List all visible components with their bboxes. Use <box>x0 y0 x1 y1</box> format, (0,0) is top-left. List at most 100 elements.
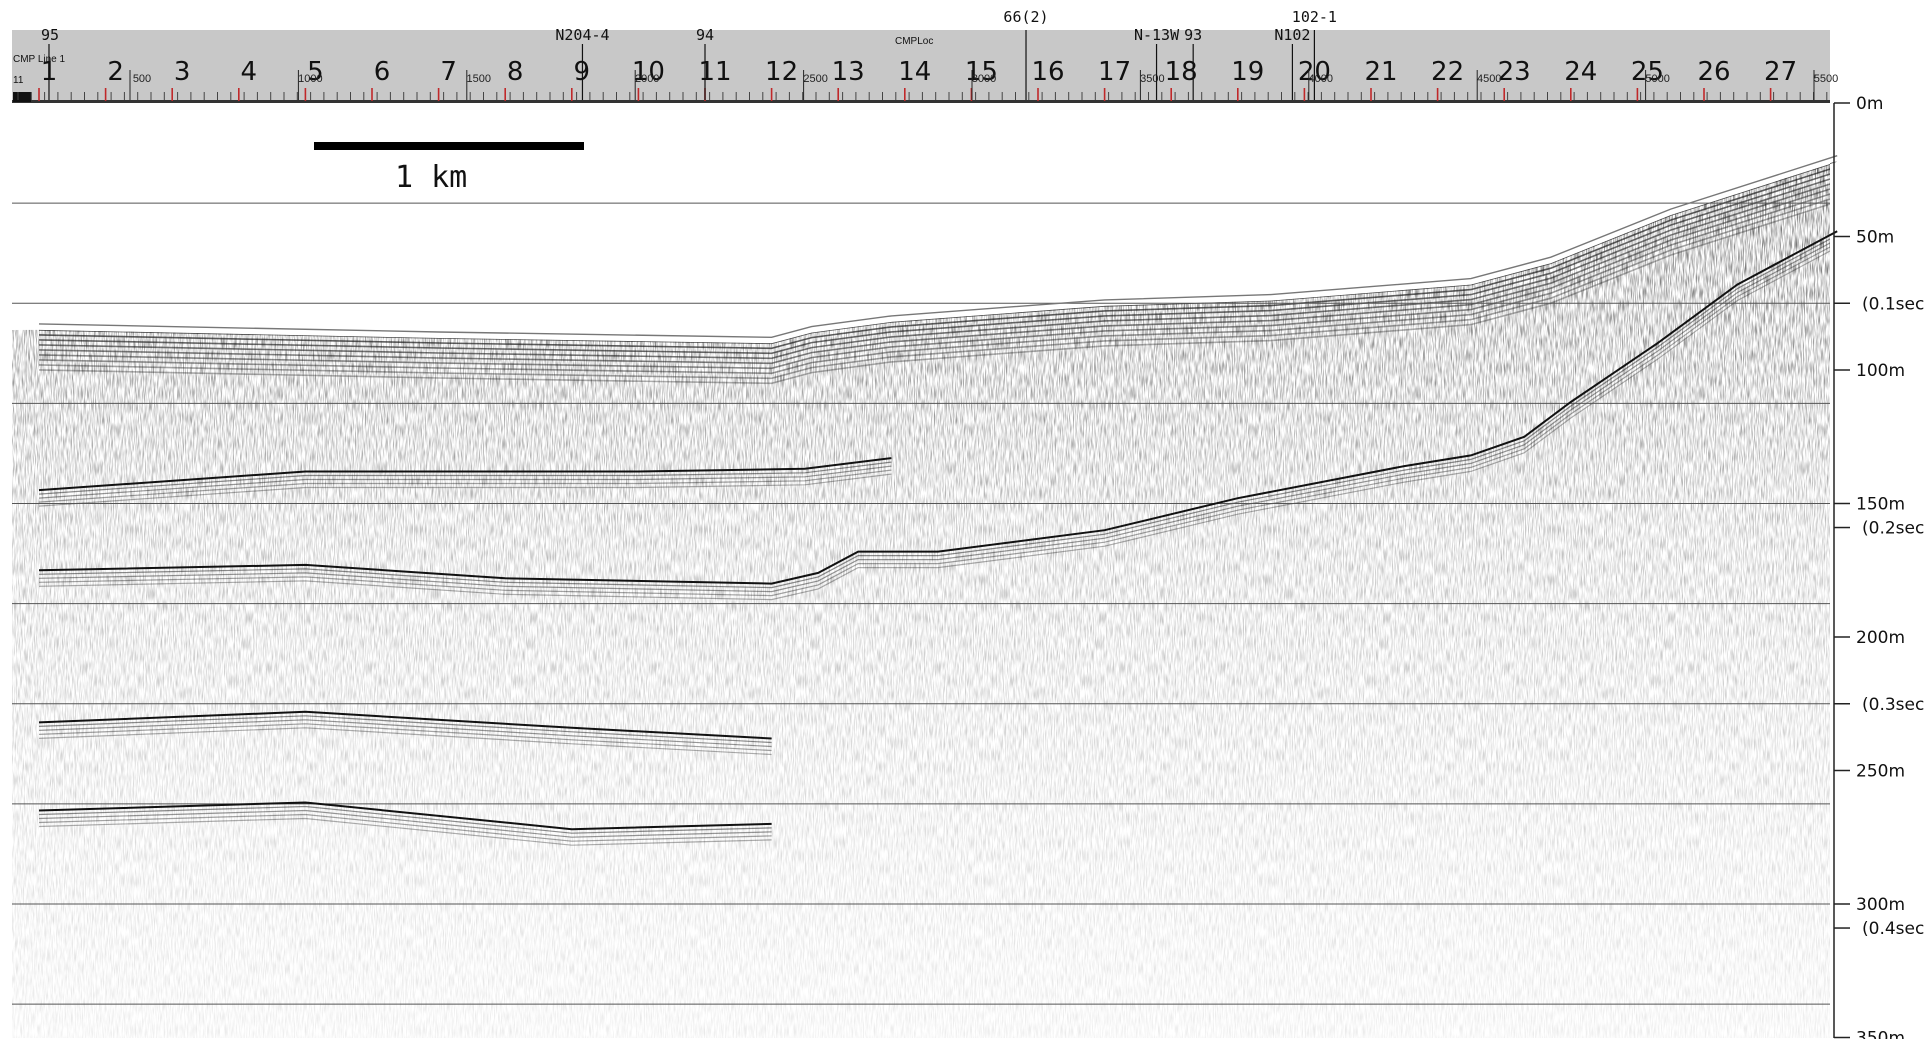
reflector-1-horizon <box>38 457 892 492</box>
reflection-band <box>38 469 892 503</box>
reflection-band <box>38 200 1838 385</box>
cmp-number-label: 2500 <box>803 73 827 85</box>
well-label: N204-4 <box>555 26 609 44</box>
shot-number-label: 17 <box>1098 57 1131 87</box>
cmp-number-label: 5000 <box>1645 73 1669 85</box>
shot-number-label: 12 <box>765 57 798 87</box>
reflector-4-horizon <box>38 801 772 831</box>
reflection-band <box>38 723 772 752</box>
reflection-band <box>38 817 772 846</box>
reflection-band <box>38 246 1838 601</box>
reflection-band <box>38 242 1838 597</box>
reflection-band <box>38 715 772 744</box>
reflection-band <box>38 170 1838 355</box>
shot-number-label: 25 <box>1631 57 1664 87</box>
shot-number-label: 27 <box>1764 57 1797 87</box>
well-label: 94 <box>696 26 714 44</box>
cmp-number-label: 2000 <box>635 73 659 85</box>
reflection-band <box>38 809 772 838</box>
cmp-number-label: 500 <box>133 73 151 85</box>
depth-axis: 0m 50m (0.1sec) 100m 150m (0.2sec) 200m (0.3sec… <box>1833 94 1924 1039</box>
line-start-marker <box>13 92 31 102</box>
line-label-top: CMP Line 1 <box>13 54 66 65</box>
cmp-number-label: 4500 <box>1477 73 1501 85</box>
reflector-2-horizon <box>38 230 1838 585</box>
shot-point-header: CMP Line 1 11 1 2 3 4 5 6 7 8 9 10 11 12 13 14 15 16 17 1… <box>12 8 1838 103</box>
reflection-band <box>38 234 1838 589</box>
depth-label: (0.1sec) <box>1862 294 1924 314</box>
reflection-band <box>38 195 1838 380</box>
reflection-band <box>38 473 892 507</box>
well-label: 95 <box>41 26 59 44</box>
cmp-loc-label: CMPLoc <box>895 36 933 47</box>
reflection-band <box>38 805 772 834</box>
scale-bar: 1 km <box>314 142 584 195</box>
shot-number-label: 16 <box>1031 57 1064 87</box>
shot-number-label: 26 <box>1697 57 1730 87</box>
reflection-band <box>38 161 1838 345</box>
well-label: 93 <box>1184 26 1202 44</box>
reflector-horizons <box>38 155 1838 831</box>
cmp-number-label: 3000 <box>972 73 996 85</box>
header-ticks <box>17 92 1828 100</box>
cmp-number-label: 4000 <box>1309 73 1333 85</box>
seafloor-horizon <box>38 155 1838 339</box>
depth-label: 150m <box>1856 495 1905 515</box>
header-band <box>12 30 1830 103</box>
reflection-band <box>38 185 1838 370</box>
shot-number-label: 3 <box>174 57 191 87</box>
reflection-band <box>38 461 892 495</box>
depth-label: 250m <box>1856 762 1905 782</box>
line-label-bottom: 11 <box>13 75 24 86</box>
shot-number-label: 22 <box>1431 57 1464 87</box>
reflection-band <box>38 175 1838 360</box>
depth-label: (0.4sec) <box>1862 919 1924 939</box>
depth-label: (0.2sec) <box>1862 519 1924 539</box>
reflection-band <box>38 190 1838 375</box>
reflection-band <box>38 180 1838 365</box>
time-lines <box>12 202 1830 1005</box>
cmp-number-label: 5500 <box>1814 73 1838 85</box>
depth-label: 200m <box>1856 628 1905 648</box>
shot-number-label: 4 <box>241 57 258 87</box>
scale-bar-label: 1 km <box>395 160 467 195</box>
shot-number-label: 8 <box>507 57 524 87</box>
reflection-band <box>38 238 1838 593</box>
shot-number-label: 9 <box>574 57 591 87</box>
cmp-number-label: 1000 <box>298 73 322 85</box>
depth-label: 100m <box>1856 361 1905 381</box>
shot-number-label: 5 <box>307 57 324 87</box>
shot-number-label: 6 <box>374 57 391 87</box>
shot-number-label: 2 <box>107 57 124 87</box>
shot-number-label: 7 <box>440 57 457 87</box>
depth-label: 0m <box>1856 94 1883 114</box>
shot-number-label: 23 <box>1498 57 1531 87</box>
reflection-band <box>38 165 1838 350</box>
shot-number-label: 10 <box>632 57 665 87</box>
reflection-band <box>38 465 892 499</box>
shot-number-labels: 1 2 3 4 5 6 7 8 9 10 11 12 13 14 15 16 17 18 19 20 21 22 23 24 2… <box>38 57 1797 101</box>
depth-label: 50m <box>1856 228 1894 248</box>
well-label: 102-1 <box>1292 8 1337 26</box>
depth-label: 350m <box>1856 1029 1905 1039</box>
scale-bar-line <box>314 142 584 150</box>
reflection-band <box>38 727 772 756</box>
header-baseline <box>12 100 1830 103</box>
shot-number-label: 19 <box>1231 57 1264 87</box>
shot-number-label: 11 <box>698 57 731 87</box>
well-label: N-13W <box>1134 26 1180 44</box>
depth-labels: 0m 50m (0.1sec) 100m 150m (0.2sec) 200m (0.3sec… <box>1834 94 1924 1039</box>
shot-number-label: 15 <box>965 57 998 87</box>
shot-number-label: 24 <box>1564 57 1597 87</box>
reflector-3-horizon <box>38 710 772 740</box>
reflection-band <box>38 719 772 748</box>
seismic-section <box>12 103 1838 1038</box>
cmp-number-label: 3500 <box>1140 73 1164 85</box>
shot-number-label: 21 <box>1364 57 1397 87</box>
well-label: 66(2) <box>1003 8 1048 26</box>
shot-number-label: 13 <box>832 57 865 87</box>
shot-number-label: 14 <box>898 57 931 87</box>
cmp-number-label: 1500 <box>467 73 491 85</box>
